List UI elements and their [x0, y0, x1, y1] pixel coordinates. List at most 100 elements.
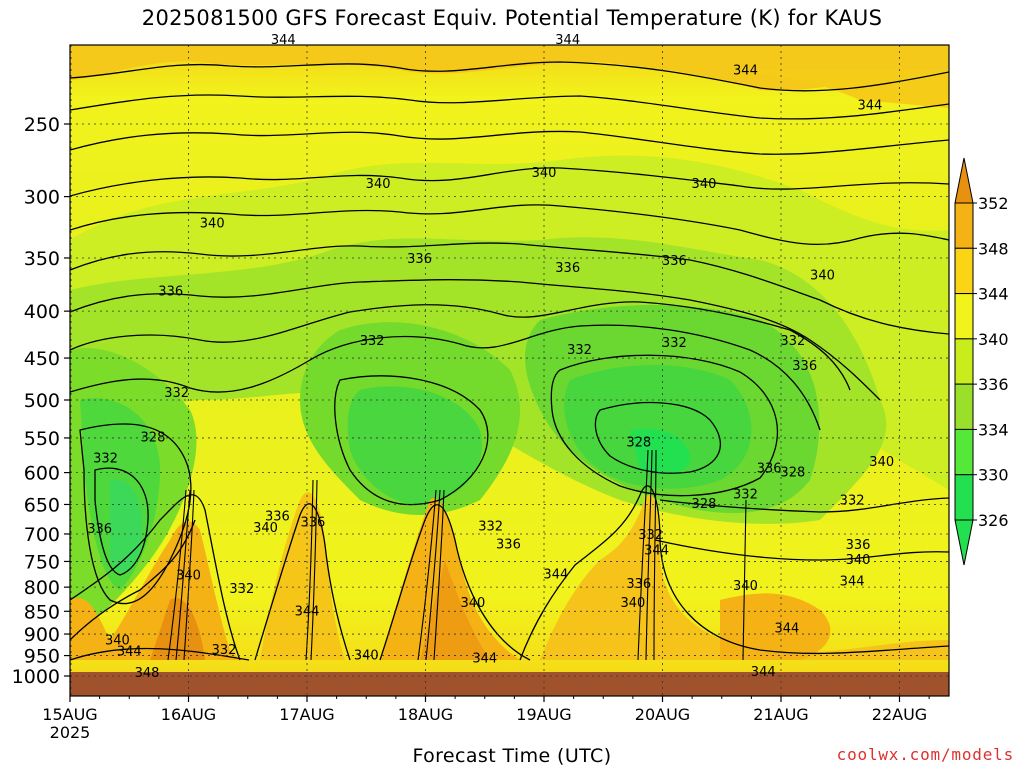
contour-label-332: 332 — [229, 582, 254, 597]
x-tick-label: 19AUG — [516, 705, 571, 724]
contour-label-336: 336 — [757, 461, 782, 476]
colorbar-label: 326 — [978, 511, 1009, 530]
contour-label-340: 340 — [460, 596, 485, 611]
colorbar: 352 348 344 340 336 334 330 326 — [954, 157, 1009, 566]
x-tick-label: 17AUG — [279, 705, 334, 724]
y-tick-label: 350 — [24, 248, 60, 270]
colorbar-segment — [954, 428, 974, 476]
svg-text:336: 336 — [846, 538, 871, 553]
front-bundles — [167, 449, 747, 661]
y-tick-label: 400 — [24, 301, 60, 323]
svg-text:344: 344 — [775, 621, 800, 636]
contour-label-336: 336 — [158, 285, 183, 300]
contour-label-332: 332 — [164, 386, 189, 401]
y-tick-label: 250 — [24, 114, 60, 136]
colorbar-label: 334 — [978, 420, 1009, 439]
svg-text:332: 332 — [733, 487, 758, 502]
svg-text:340: 340 — [620, 596, 645, 611]
svg-text:336: 336 — [158, 285, 183, 300]
x-tick-label: 16AUG — [161, 705, 216, 724]
svg-text:340: 340 — [810, 269, 835, 284]
contour-label-344: 344 — [751, 665, 776, 680]
contour-label-336: 336 — [87, 522, 112, 537]
x-year-label: 2025 — [50, 723, 91, 742]
colorbar-extend-low — [954, 519, 974, 566]
contour-label-336: 336 — [301, 515, 326, 530]
svg-text:336: 336 — [626, 577, 651, 592]
svg-text:328: 328 — [780, 465, 805, 480]
contour-label-332: 332 — [638, 528, 663, 543]
colorbar-label: 348 — [978, 239, 1009, 258]
contour-label-340: 340 — [692, 177, 717, 192]
contour-label-336: 336 — [496, 538, 521, 553]
contour-label-340: 340 — [846, 553, 871, 568]
svg-text:344: 344 — [555, 33, 580, 48]
contour-label-332: 332 — [360, 334, 385, 349]
colorbar-segment — [954, 293, 974, 340]
contour-label-336: 336 — [792, 359, 817, 374]
contour-label-340: 340 — [532, 166, 557, 181]
svg-text:336: 336 — [301, 515, 326, 530]
svg-text:340: 340 — [176, 569, 201, 584]
contour-label-332: 332 — [733, 487, 758, 502]
contour-label-344: 344 — [840, 575, 865, 590]
contour-label-328: 328 — [626, 436, 651, 451]
svg-text:332: 332 — [93, 452, 118, 467]
svg-text:344: 344 — [543, 567, 568, 582]
colorbar-label: 336 — [978, 375, 1009, 394]
grid — [70, 45, 949, 696]
svg-text:336: 336 — [265, 509, 290, 524]
y-tick-label: 750 — [24, 551, 60, 573]
svg-text:328: 328 — [692, 497, 717, 512]
contour-label-340: 340 — [200, 216, 225, 231]
contour-label-340: 340 — [253, 521, 278, 536]
colorbar-segment — [954, 383, 974, 430]
colorbar-segment — [954, 474, 974, 521]
svg-text:328: 328 — [626, 436, 651, 451]
x-tick-label: 20AUG — [635, 705, 690, 724]
contour-label-332: 332 — [93, 452, 118, 467]
contour-label-344: 344 — [775, 621, 800, 636]
contour-label-332: 332 — [212, 643, 237, 658]
svg-text:332: 332 — [360, 334, 385, 349]
svg-text:336: 336 — [407, 252, 432, 267]
y-tick-label: 850 — [24, 601, 60, 623]
contour-label-340: 340 — [105, 633, 130, 648]
y-tick-label: 450 — [24, 348, 60, 370]
svg-text:340: 340 — [105, 633, 130, 648]
svg-text:340: 340 — [253, 521, 278, 536]
y-tick-label: 600 — [24, 463, 60, 485]
svg-text:340: 340 — [366, 177, 391, 192]
contour-label-328: 328 — [141, 431, 166, 446]
y-tick-label: 700 — [24, 524, 60, 546]
contour-label-344: 344 — [295, 604, 320, 619]
svg-text:332: 332 — [212, 643, 237, 658]
contour-label-340: 340 — [869, 455, 894, 470]
svg-text:328: 328 — [141, 431, 166, 446]
contour-label-340: 340 — [733, 579, 758, 594]
contour-label-332: 332 — [780, 334, 805, 349]
svg-text:332: 332 — [638, 528, 663, 543]
contour-label-344: 344 — [857, 98, 882, 113]
svg-text:344: 344 — [840, 575, 865, 590]
colorbar-label: 340 — [978, 330, 1009, 349]
y-tick-label: 300 — [24, 187, 60, 209]
y-tick-label: 550 — [24, 428, 60, 450]
svg-text:344: 344 — [472, 652, 497, 667]
svg-text:348: 348 — [135, 666, 160, 681]
contour-label-336: 336 — [846, 538, 871, 553]
svg-text:344: 344 — [117, 645, 142, 660]
svg-text:332: 332 — [478, 519, 503, 534]
contour-label-340: 340 — [366, 177, 391, 192]
contour-label-336: 336 — [555, 261, 580, 276]
svg-text:336: 336 — [87, 522, 112, 537]
svg-text:332: 332 — [164, 386, 189, 401]
colorbar-segment — [954, 247, 974, 295]
contour-label-344: 344 — [271, 33, 296, 48]
contour-label-328: 328 — [692, 497, 717, 512]
contour-label-340: 340 — [810, 269, 835, 284]
chart-title: 2025081500 GFS Forecast Equiv. Potential… — [141, 6, 883, 30]
svg-text:332: 332 — [229, 582, 254, 597]
